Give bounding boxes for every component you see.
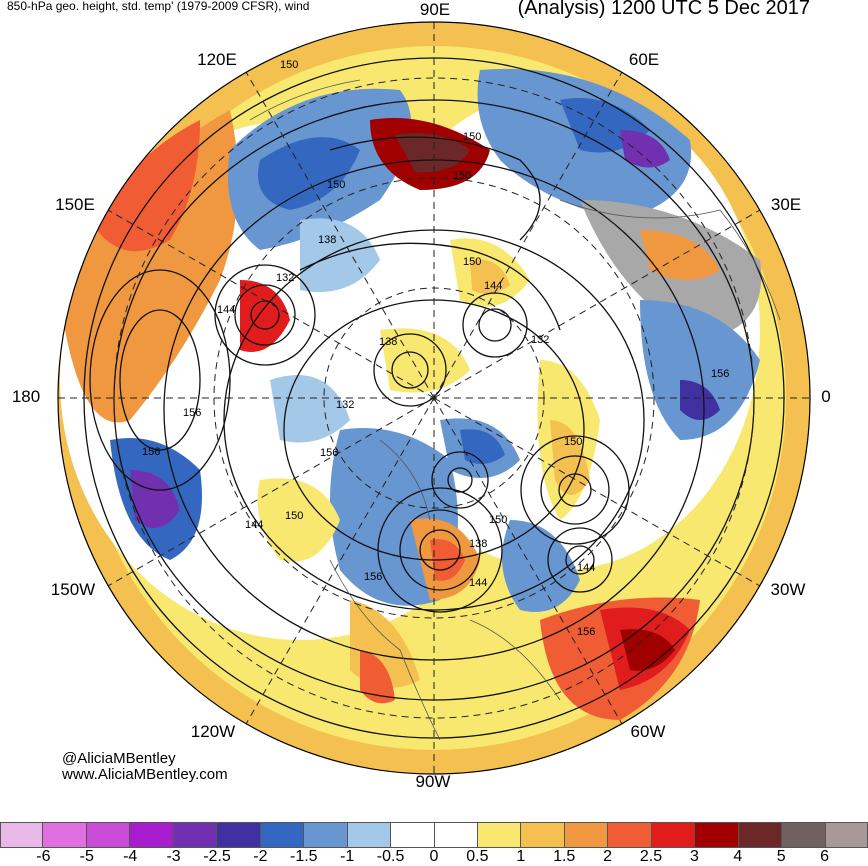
colorbar-swatch xyxy=(738,822,783,848)
colorbar-swatch xyxy=(782,822,826,848)
credit-handle: @AliciaMBentley xyxy=(62,750,176,767)
valid-time-label: (Analysis) 1200 UTC 5 Dec 2017 xyxy=(517,0,810,19)
colorbar-tick-label: 5 xyxy=(776,848,786,865)
colorbar-tick-label: -1 xyxy=(340,848,355,865)
contour-label: 150 xyxy=(327,179,345,191)
longitude-label-150w: 150W xyxy=(50,580,96,599)
graticule xyxy=(58,22,810,774)
coastlines xyxy=(249,79,781,741)
contour-label: 132 xyxy=(336,399,354,411)
contour-label: 156 xyxy=(364,571,382,583)
colorbar-ticks: -6 -5 -4 -3 -2.5 -2 -1.5 -1 -0.5 0 0.5 1 1.5 2 2.5 3 4 5 6 xyxy=(0,848,868,865)
longitude-label-150e: 150E xyxy=(55,195,95,214)
colorbar xyxy=(0,822,868,848)
colorbar-swatch xyxy=(651,822,696,848)
longitude-label-90e: 90E xyxy=(419,0,451,19)
colorbar-swatch xyxy=(0,822,44,848)
contour-label: 144 xyxy=(217,304,235,316)
contour-label: 144 xyxy=(577,562,595,574)
polar-map: 150 150 150 150 138 150 132 144 144 138 … xyxy=(57,21,811,775)
colorbar-tick-label: 1 xyxy=(516,848,526,865)
colorbar-swatch xyxy=(434,822,478,848)
longitude-label-30w: 30W xyxy=(770,580,806,599)
colorbar-swatch xyxy=(347,822,392,848)
colorbar-tick-label: -3 xyxy=(166,848,181,865)
credit-website: www.AliciaMBentley.com xyxy=(62,766,228,783)
contour-label-group: 150 150 150 150 138 150 132 144 144 138 … xyxy=(142,59,729,638)
colorbar-swatch xyxy=(477,822,522,848)
longitude-label-60w: 60W xyxy=(630,722,666,741)
contour-label: 132 xyxy=(531,334,549,346)
longitude-label-30e: 30E xyxy=(770,195,802,214)
contour-label: 150 xyxy=(285,510,303,522)
colorbar-swatch xyxy=(695,822,739,848)
colorbar-swatch xyxy=(608,822,652,848)
colorbar-swatch xyxy=(304,822,348,848)
contour-label: 138 xyxy=(379,336,397,348)
colorbar-swatch xyxy=(173,822,218,848)
map-border xyxy=(57,21,811,775)
contour-label: 150 xyxy=(463,256,481,268)
longitude-label-0: 0 xyxy=(821,387,831,406)
contour-label: 156 xyxy=(183,407,201,419)
colorbar-swatch xyxy=(825,822,868,848)
colorbar-swatch xyxy=(391,822,435,848)
colorbar-tick-label: 6 xyxy=(820,848,830,865)
colorbar-swatch xyxy=(43,822,87,848)
colorbar-tick-label: -1.5 xyxy=(290,848,318,865)
contour-label: 156 xyxy=(320,447,338,459)
longitude-label-120e: 120E xyxy=(197,50,237,69)
colorbar-tick-label: -5 xyxy=(79,848,94,865)
colorbar-swatch xyxy=(86,822,131,848)
contour-label: 150 xyxy=(453,170,471,182)
contour-label: 156 xyxy=(142,446,160,458)
map-title: 850-hPa geo. height, std. temp' (1979-20… xyxy=(7,0,310,13)
colorbar-tick-label: -0.5 xyxy=(376,848,405,865)
colorbar-swatch xyxy=(521,822,565,848)
colorbar-tick-label: 0.5 xyxy=(466,848,489,865)
contour-label: 144 xyxy=(469,577,487,589)
colorbar-tick-label: 2.5 xyxy=(639,848,663,865)
contour-label: 144 xyxy=(484,280,502,292)
colorbar-swatch xyxy=(130,822,174,848)
colorbar-tick-label: 2 xyxy=(603,848,613,865)
colorbar-tick-label: -6 xyxy=(36,848,51,865)
contour-label: 138 xyxy=(318,234,336,246)
colorbar-tick-label: 1.5 xyxy=(553,848,576,865)
colorbar-swatch xyxy=(564,822,609,848)
contour-label: 150 xyxy=(280,59,298,71)
contour-label: 156 xyxy=(711,368,729,380)
colorbar-tick-label: -2.5 xyxy=(203,848,231,865)
colorbar-tick-label: -4 xyxy=(123,848,138,865)
colorbar-swatch xyxy=(260,822,305,848)
colorbar-tick-label: -2 xyxy=(253,848,268,865)
colorbar-tick-label: 0 xyxy=(429,848,439,865)
contour-label: 150 xyxy=(564,436,582,448)
contour-label: 150 xyxy=(489,514,507,526)
temperature-anomaly-shading xyxy=(58,22,810,774)
colorbar-swatch xyxy=(217,822,261,848)
colorbar-tick-label: 4 xyxy=(733,848,743,865)
contour-label: 156 xyxy=(577,626,595,638)
longitude-label-120w: 120W xyxy=(190,722,236,741)
colorbar-tick-label: 3 xyxy=(689,848,699,865)
longitude-label-180: 180 xyxy=(11,387,41,406)
longitude-label-90w: 90W xyxy=(415,772,451,791)
contour-label: 150 xyxy=(463,131,481,143)
longitude-label-60e: 60E xyxy=(628,50,660,69)
contour-label: 138 xyxy=(469,538,487,550)
contour-label: 144 xyxy=(245,519,263,531)
contour-label: 132 xyxy=(276,272,294,284)
